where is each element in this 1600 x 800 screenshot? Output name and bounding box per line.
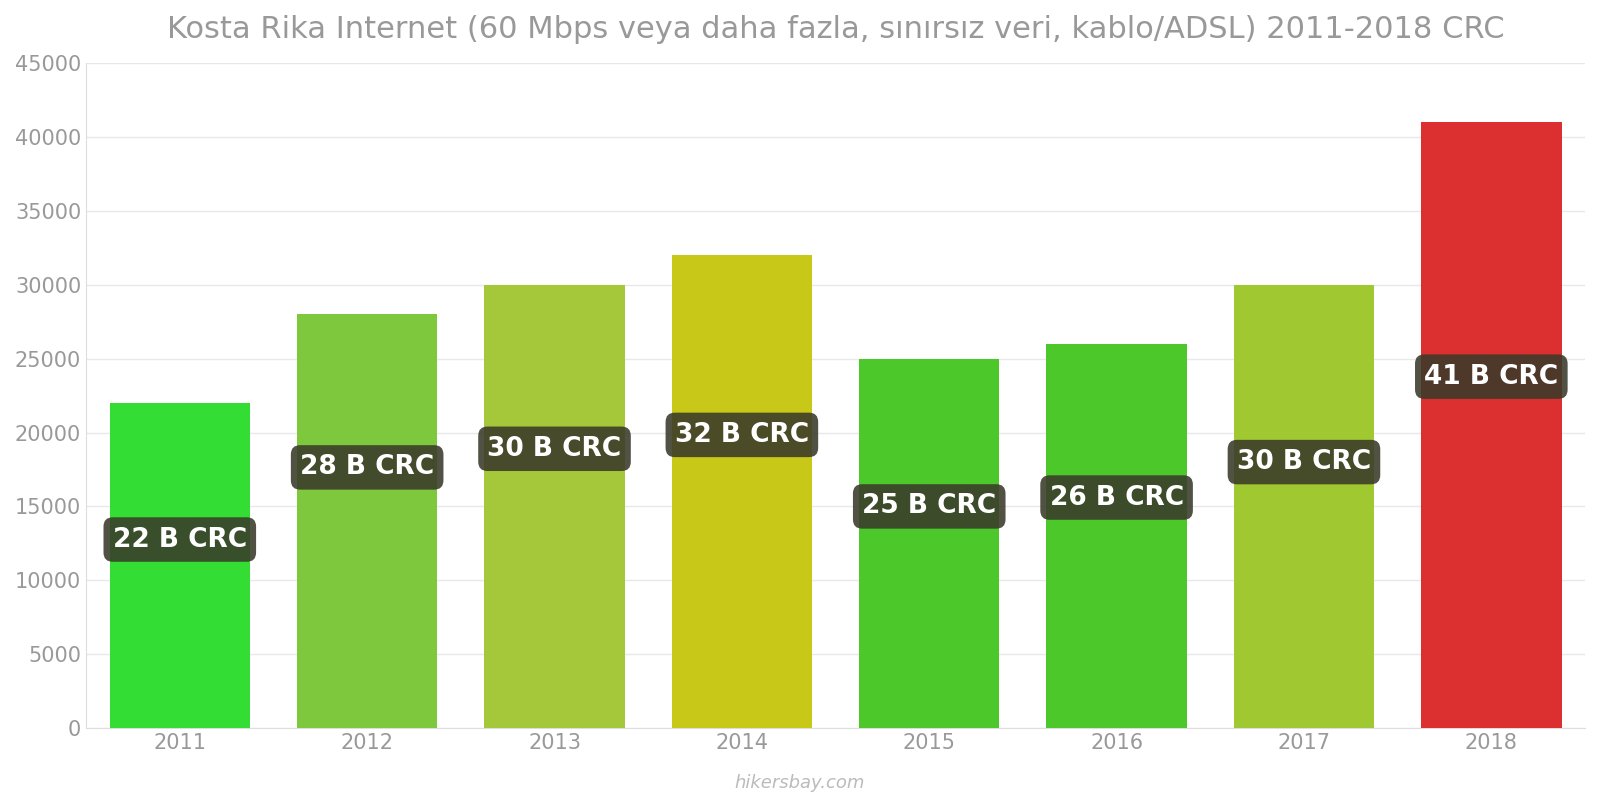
Bar — [1046, 344, 1187, 728]
Bar — [485, 285, 624, 728]
Text: 30 B CRC: 30 B CRC — [488, 436, 621, 462]
Text: 25 B CRC: 25 B CRC — [862, 494, 997, 519]
Text: 41 B CRC: 41 B CRC — [1424, 364, 1558, 390]
Bar — [672, 255, 813, 728]
Text: 26 B CRC: 26 B CRC — [1050, 485, 1184, 510]
Title: Kosta Rika Internet (60 Mbps veya daha fazla, sınırsız veri, kablo/ADSL) 2011-20: Kosta Rika Internet (60 Mbps veya daha f… — [166, 15, 1504, 44]
Bar — [109, 403, 250, 728]
Text: 30 B CRC: 30 B CRC — [1237, 449, 1371, 475]
Text: hikersbay.com: hikersbay.com — [734, 774, 866, 792]
Bar — [1234, 285, 1374, 728]
Bar — [1421, 122, 1562, 728]
Text: 32 B CRC: 32 B CRC — [675, 422, 810, 448]
Text: 28 B CRC: 28 B CRC — [301, 454, 434, 481]
Text: 22 B CRC: 22 B CRC — [112, 526, 246, 553]
Bar — [859, 358, 1000, 728]
Bar — [298, 314, 437, 728]
